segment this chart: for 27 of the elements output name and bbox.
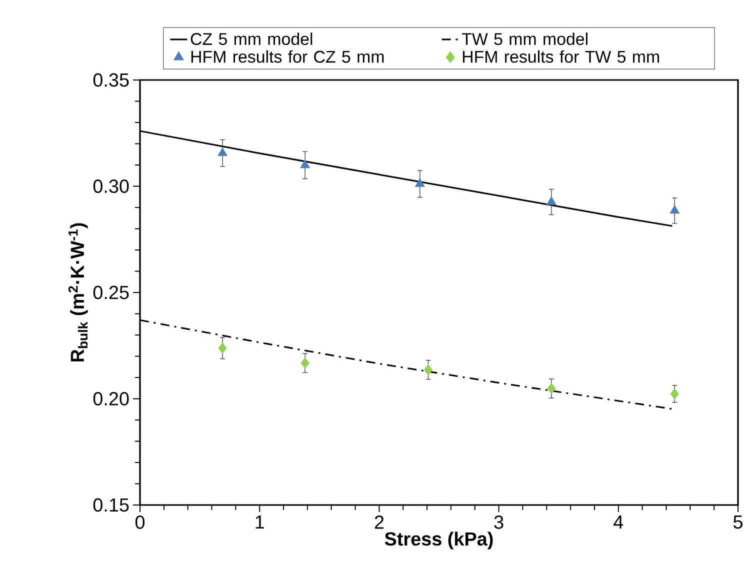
y-tick-label: 0.25 [93,286,129,300]
point [424,364,433,376]
point [546,196,556,205]
point [670,205,680,214]
legend-label: HFM results for CZ 5 mm [191,50,384,63]
point [218,342,227,354]
point [300,160,310,168]
x-tick-label: 5 [733,516,742,529]
y-tick-label: 0.15 [93,498,129,512]
legend-label: TW 5 mm model [462,32,588,46]
y-axis-title: R$_{bulk}$ (m$^{2}$·K·W$^{-1}$) [68,223,88,362]
x-tick-label: 3 [494,515,504,529]
point [670,388,679,400]
x-tick-label: 0 [135,515,145,529]
point [300,357,310,369]
y-tick-label: 0.20 [93,392,129,406]
legend-label: CZ 5 mm model [190,32,312,46]
x-tick-label: 1 [256,516,264,529]
x-axis-title: Stress (kPa) [384,532,493,550]
x-tick-label: 2 [374,515,384,529]
point [218,147,228,156]
y-tick-label: 0.35 [93,73,129,87]
x-tick-label: 4 [614,516,624,529]
legend-label: HFM results for TW 5 mm [462,50,659,63]
point [547,382,556,394]
y-tick-label: 0.30 [93,180,129,193]
point [414,178,425,187]
